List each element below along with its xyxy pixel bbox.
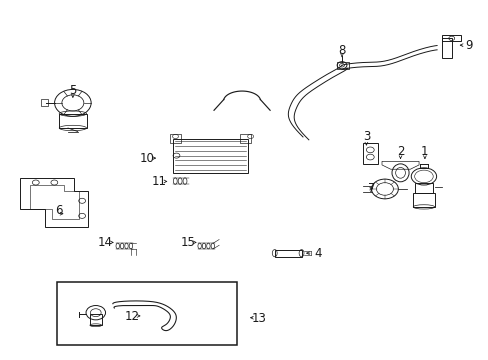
Text: 10: 10: [139, 152, 154, 165]
Bar: [41, 99, 47, 107]
Bar: [274, 249, 301, 257]
Bar: [90, 315, 102, 325]
Bar: [57, 282, 237, 345]
Text: 4: 4: [313, 247, 321, 260]
Text: 7: 7: [367, 183, 374, 195]
Bar: [441, 36, 461, 41]
Bar: [240, 134, 250, 143]
Bar: [414, 183, 432, 193]
Text: 13: 13: [251, 311, 266, 325]
Text: 8: 8: [338, 44, 345, 57]
Bar: [336, 62, 348, 69]
Text: 6: 6: [55, 204, 63, 217]
Text: 1: 1: [420, 145, 428, 158]
Text: 12: 12: [124, 310, 140, 323]
Bar: [441, 39, 451, 58]
Bar: [172, 139, 247, 173]
Text: 3: 3: [362, 130, 369, 144]
Bar: [59, 114, 86, 128]
Text: 11: 11: [151, 175, 166, 188]
Text: 5: 5: [69, 84, 77, 97]
Text: 15: 15: [181, 236, 196, 249]
Text: 2: 2: [396, 145, 404, 158]
Text: 9: 9: [464, 39, 471, 52]
Bar: [170, 134, 181, 143]
Bar: [412, 193, 434, 207]
Text: 14: 14: [98, 236, 113, 249]
